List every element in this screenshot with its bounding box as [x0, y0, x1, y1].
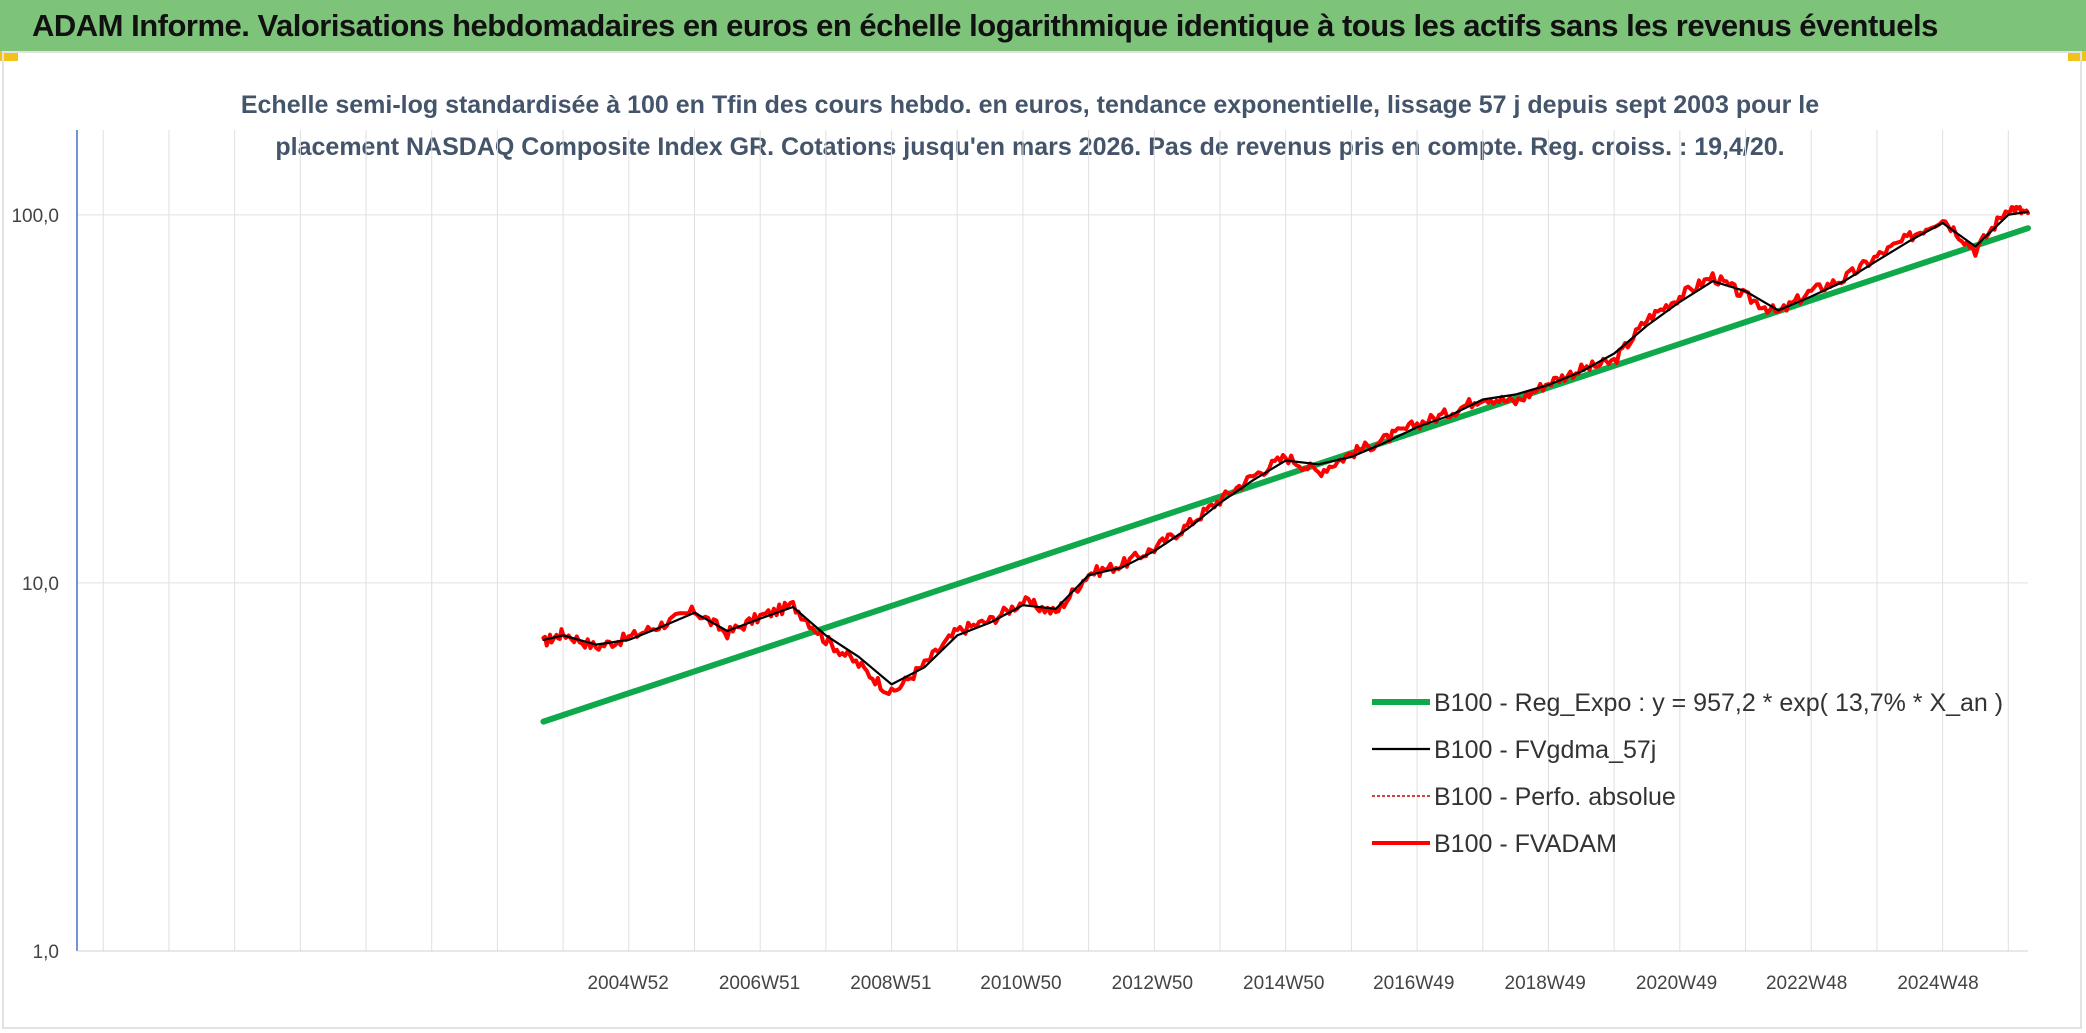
axes: 1,0 10,0 100,0 2004W52 2006W51 2008W51 2010W50… [11, 130, 2028, 994]
x-tick-label: 2004W52 [587, 973, 668, 994]
series-line [541, 204, 2030, 696]
x-tick-label: 2024W48 [1897, 973, 1978, 994]
x-tick-label: 2022W48 [1766, 973, 1847, 994]
series-line [542, 210, 2030, 686]
x-tick-label: 2010W50 [980, 973, 1061, 994]
legend-label[interactable]: B100 - Reg_Expo : y = 957,2 * exp( 13,7%… [1434, 689, 2003, 717]
page-title: ADAM Informe. Valorisations hebdomadaire… [32, 8, 1938, 43]
grid [77, 130, 2028, 952]
legend-label[interactable]: B100 - Perfo. absolue [1434, 783, 1676, 811]
legend[interactable]: B100 - Reg_Expo : y = 957,2 * exp( 13,7%… [1372, 689, 2003, 858]
x-tick-label: 2008W51 [850, 973, 931, 994]
x-tick-label: 2012W50 [1112, 973, 1193, 994]
chart-title: Echelle semi-log standardisée à 100 en T… [240, 91, 1820, 161]
legend-label[interactable]: B100 - FVADAM [1434, 830, 1617, 858]
corner-marker [2068, 51, 2086, 61]
x-tick-label: 2018W49 [1505, 973, 1586, 994]
corner-marker [0, 51, 18, 61]
x-tick-label: 2020W49 [1636, 973, 1717, 994]
series [540, 204, 2031, 725]
header-bar: ADAM Informe. Valorisations hebdomadaire… [0, 0, 2086, 51]
chart-frame [2, 51, 2082, 1029]
x-tick-label: 2016W49 [1373, 973, 1454, 994]
y-tick-label: 100,0 [11, 206, 59, 227]
y-tick-label: 1,0 [33, 942, 59, 963]
y-tick-label: 10,0 [22, 574, 59, 595]
x-tick-label: 2006W51 [719, 973, 800, 994]
x-tick-label: 2014W50 [1243, 973, 1324, 994]
legend-label[interactable]: B100 - FVgdma_57j [1434, 736, 1656, 764]
